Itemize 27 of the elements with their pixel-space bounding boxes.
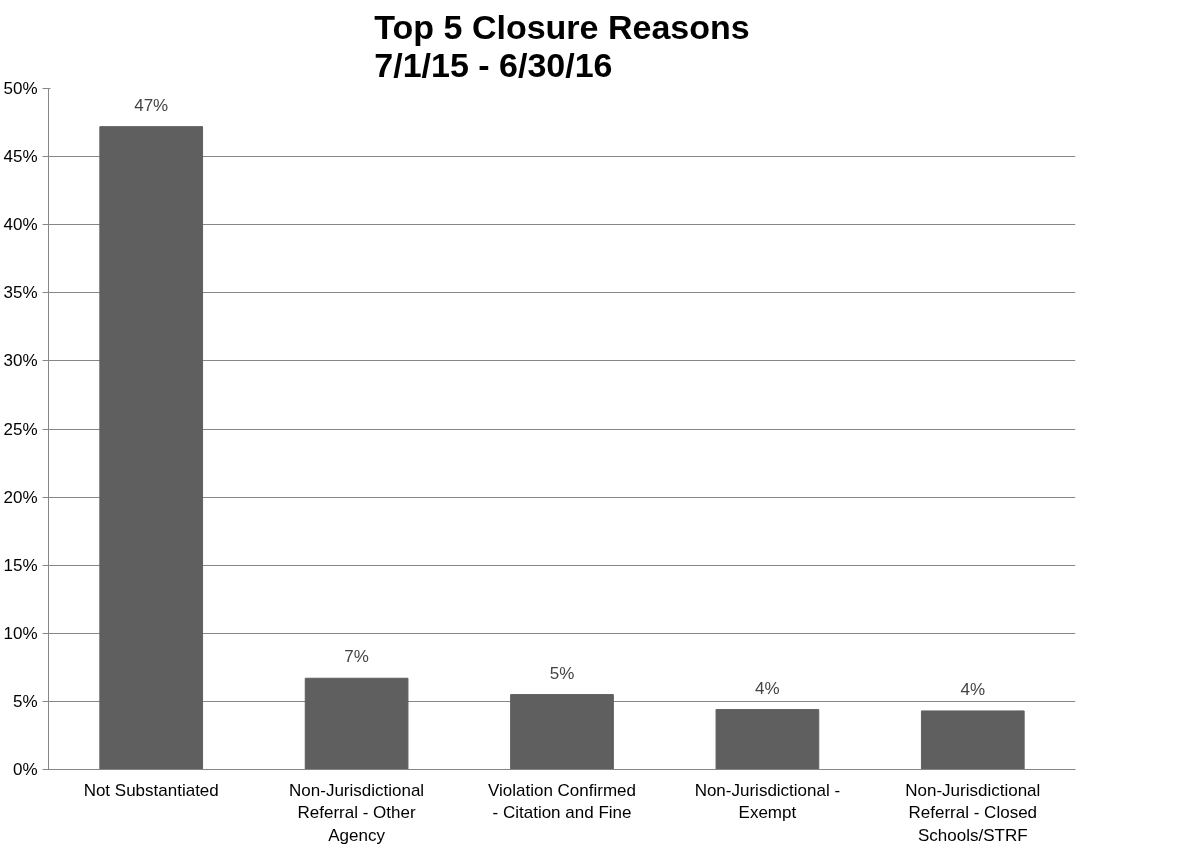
data-label: 7% — [344, 647, 369, 667]
x-tick-label: Non-Jurisdictional Referral - Closed Schools/STRF — [905, 780, 1041, 846]
bar — [510, 694, 614, 770]
bar — [99, 126, 204, 770]
y-tick-label: 40% — [3, 215, 38, 235]
x-tick-label: Not Substantiated — [83, 780, 219, 800]
y-tick-label: 5% — [12, 691, 38, 711]
y-tick-label: 30% — [3, 351, 38, 371]
y-tick-label: 0% — [12, 760, 38, 779]
chart-title: Top 5 Closure Reasons 7/1/15 - 6/30/16 — [374, 7, 750, 84]
data-label: 4% — [755, 678, 780, 698]
x-tick-label: Violation Confirmed - Citation and Fine — [487, 780, 637, 823]
data-label: 5% — [549, 663, 575, 683]
bar — [920, 710, 1025, 770]
x-tick-label: Non-Jurisdictional - Exempt — [694, 780, 841, 823]
data-label: 4% — [960, 679, 986, 699]
y-tick-label: 50% — [3, 79, 38, 98]
y-tick-label: 20% — [3, 487, 38, 507]
y-tick-label: 10% — [3, 623, 38, 643]
x-tick-label: Non-Jurisdictional Referral - Other Agency — [289, 780, 425, 846]
y-tick-label: 15% — [3, 555, 38, 575]
bar — [304, 677, 409, 770]
data-label: 47% — [134, 95, 169, 115]
bar — [715, 709, 820, 770]
y-tick-label: 35% — [3, 283, 38, 303]
y-tick-label: 45% — [3, 147, 38, 167]
y-tick-label: 25% — [3, 419, 38, 439]
